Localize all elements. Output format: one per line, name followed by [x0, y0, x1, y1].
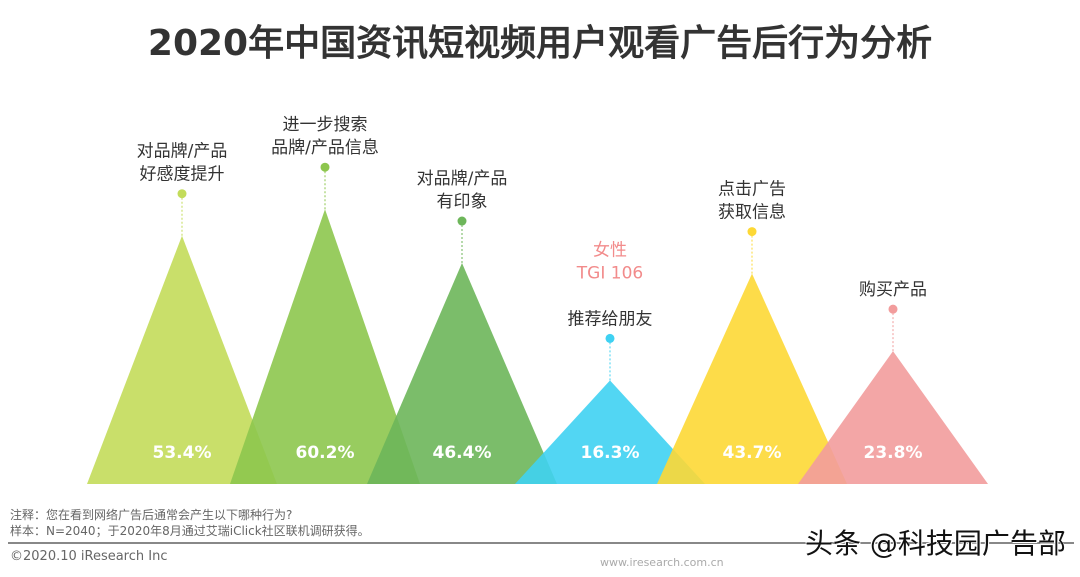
category-label: 有印象 — [437, 192, 488, 212]
value-label: 53.4% — [153, 443, 212, 463]
category-label: 品牌/产品信息 — [271, 138, 379, 158]
category-label: 购买产品 — [859, 280, 927, 300]
triangle-bar — [367, 263, 557, 484]
copyright: ©2020.10 iResearch Inc — [10, 549, 168, 564]
chart: 53.4%对品牌/产品好感度提升60.2%进一步搜索品牌/产品信息46.4%对品… — [87, 115, 988, 484]
divider — [8, 542, 1074, 544]
tgi-annotation: TGI 106 — [576, 263, 643, 283]
sample-note: 样本：N=2040；于2020年8月通过艾瑞iClick社区联机调研获得。 — [10, 524, 370, 538]
triangle-bar — [230, 209, 420, 484]
marker-dot — [320, 162, 330, 172]
watermark: 头条 @科技园广告部 — [805, 527, 1066, 560]
triangle-bar — [798, 351, 988, 484]
triangle-bar — [657, 273, 847, 484]
chart-title: 2020年中国资讯短视频用户观看广告后行为分析 — [147, 23, 933, 64]
footnote: 注释：您在看到网络广告后通常会产生以下哪种行为? — [10, 508, 293, 522]
category-label: 好感度提升 — [140, 165, 225, 185]
category-label: 对品牌/产品 — [137, 142, 228, 162]
value-label: 16.3% — [581, 443, 640, 463]
website: www.iresearch.com.cn — [600, 556, 724, 569]
value-label: 23.8% — [864, 443, 923, 463]
marker-dot — [605, 333, 615, 343]
category-label: 获取信息 — [718, 203, 786, 223]
triangle-bar — [515, 380, 705, 484]
category-label: 点击广告 — [718, 180, 786, 200]
value-label: 60.2% — [296, 443, 355, 463]
marker-dot — [457, 216, 467, 226]
category-label: 对品牌/产品 — [417, 169, 508, 189]
value-label: 46.4% — [433, 443, 492, 463]
value-label: 43.7% — [723, 443, 782, 463]
marker-dot — [747, 227, 757, 237]
tgi-annotation: 女性 — [593, 240, 627, 260]
category-label: 推荐给朋友 — [568, 309, 653, 329]
triangle-bar — [87, 235, 277, 484]
marker-dot — [177, 189, 187, 199]
marker-dot — [888, 304, 898, 314]
category-label: 进一步搜索 — [283, 115, 368, 135]
